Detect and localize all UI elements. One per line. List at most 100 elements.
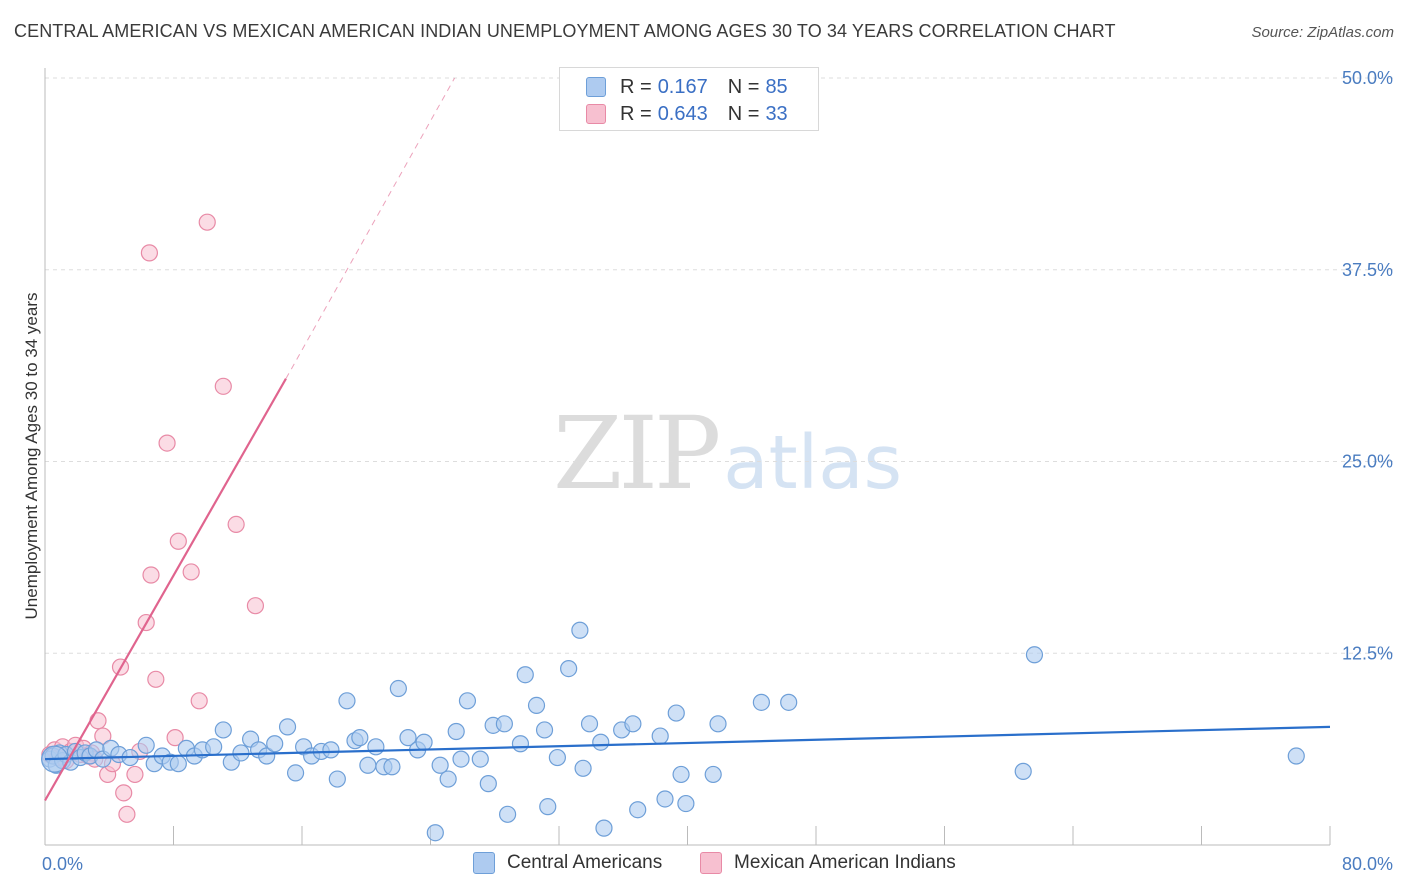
data-point-mexican-american-indians <box>115 784 133 802</box>
chart-title: CENTRAL AMERICAN VS MEXICAN AMERICAN IND… <box>14 21 1116 41</box>
source-label: Source: ZipAtlas.com <box>1251 24 1394 41</box>
bottom-legend-label: Mexican American Indians <box>734 852 956 873</box>
data-point-central-americans <box>351 729 369 747</box>
data-point-mexican-american-indians <box>94 727 112 745</box>
y-tick-label: 12.5% <box>1342 643 1393 663</box>
data-point-central-americans <box>704 765 722 784</box>
bottom-legend-mexican-american-indians: Mexican American Indians <box>700 852 956 874</box>
bottom-legend-swatch-pink <box>700 852 722 874</box>
data-point-mexican-american-indians <box>158 434 176 452</box>
data-point-central-americans <box>527 696 546 715</box>
data-point-mexican-american-indians <box>198 213 216 231</box>
data-point-central-americans <box>1014 762 1032 780</box>
data-point-central-americans <box>399 729 417 747</box>
data-point-central-americans <box>426 824 444 842</box>
legend-r-label: R = <box>620 102 652 125</box>
trend-lines <box>44 77 1331 802</box>
legend-n-label: N = <box>727 102 760 125</box>
legend-n-label: N = <box>727 75 760 98</box>
data-point-central-americans <box>571 621 589 639</box>
data-point-central-americans <box>471 750 489 768</box>
legend-row-mexican-american-indians: R = 0.643 N = 33 <box>586 101 788 127</box>
data-point-mexican-american-indians <box>227 515 245 533</box>
data-point-mexican-american-indians <box>142 566 160 584</box>
bottom-legend-central-americans: Central Americans <box>473 852 662 874</box>
data-point-central-americans <box>539 798 557 816</box>
data-point-mexican-american-indians <box>246 597 265 615</box>
data-point-mexican-american-indians <box>169 532 187 550</box>
data-point-central-americans <box>495 715 513 733</box>
legend-n-value: 85 <box>765 75 788 98</box>
data-point-central-americans <box>258 747 276 765</box>
data-point-central-americans <box>677 794 695 813</box>
data-point-central-americans <box>667 704 685 722</box>
data-point-central-americans <box>286 764 305 782</box>
y-tick-label: 50.0% <box>1342 68 1393 88</box>
data-point-central-americans <box>656 790 674 808</box>
data-point-central-americans <box>499 805 517 823</box>
legend-r-value: 0.167 <box>657 75 708 98</box>
data-point-central-americans <box>389 679 407 698</box>
legend-row-central-americans: R = 0.167 N = 85 <box>586 74 788 100</box>
data-point-mexican-american-indians <box>118 805 136 823</box>
data-point-central-americans <box>169 755 187 773</box>
y-tick-label: 25.0% <box>1342 452 1393 472</box>
data-point-central-americans <box>592 733 610 751</box>
axis-labels: 12.5% 25.0% 37.5% 50.0% 0.0% 80.0% Unemploymen… <box>22 68 1393 874</box>
legend-r-label: R = <box>620 75 652 98</box>
data-point-central-americans <box>322 741 340 759</box>
data-point-central-americans <box>629 801 647 819</box>
trend-line-mexican-american-indians <box>44 378 287 802</box>
bottom-legend-swatch-blue <box>473 852 495 874</box>
data-point-mexican-american-indians <box>166 729 184 747</box>
data-point-mexican-american-indians <box>214 377 232 395</box>
data-point-central-americans <box>214 721 232 739</box>
data-point-central-americans <box>535 721 554 739</box>
data-point-central-americans <box>560 659 578 678</box>
grid-lines <box>45 77 1395 654</box>
data-point-central-americans <box>383 758 401 776</box>
data-point-central-americans <box>624 715 642 733</box>
data-point-central-americans <box>1287 747 1305 765</box>
data-point-central-americans <box>359 756 377 774</box>
data-point-mexican-american-indians <box>89 712 107 730</box>
data-point-central-americans <box>266 735 284 753</box>
trend-line-extension-mexican-american-indians <box>285 77 456 379</box>
data-point-central-americans <box>651 727 669 745</box>
central-americans-points <box>41 621 1305 842</box>
data-point-central-americans <box>338 692 356 710</box>
x-tick-label: 0.0% <box>42 854 83 874</box>
trend-line-central-americans <box>44 725 1331 761</box>
data-point-central-americans <box>780 693 798 711</box>
data-point-mexican-american-indians <box>182 563 200 581</box>
data-point-central-americans <box>548 748 566 767</box>
data-point-central-americans <box>672 765 690 784</box>
x-tick-label: 80.0% <box>1342 854 1393 874</box>
legend-swatch-blue <box>586 77 606 97</box>
data-point-central-americans <box>205 738 223 756</box>
data-point-mexican-american-indians <box>126 765 144 784</box>
data-point-central-americans <box>452 750 470 768</box>
data-point-central-americans <box>278 718 297 736</box>
data-point-central-americans <box>752 693 770 711</box>
data-point-mexican-american-indians <box>190 692 208 710</box>
data-point-central-americans <box>709 715 727 733</box>
legend-swatch-pink <box>586 104 606 124</box>
data-point-central-americans <box>447 722 465 741</box>
data-point-central-americans <box>439 770 457 788</box>
legend-r-value: 0.643 <box>657 102 708 125</box>
data-point-central-americans <box>574 759 592 777</box>
legend-n-value: 33 <box>765 102 788 125</box>
data-point-central-americans <box>367 738 385 756</box>
data-point-central-americans <box>415 733 433 751</box>
data-point-central-americans <box>431 756 449 774</box>
bottom-legend-label: Central Americans <box>507 852 663 873</box>
data-point-central-americans <box>458 692 477 710</box>
y-tick-label: 37.5% <box>1342 260 1393 280</box>
data-point-central-americans <box>479 775 497 793</box>
data-point-central-americans <box>328 770 346 788</box>
data-point-central-americans <box>516 666 534 684</box>
data-point-mexican-american-indians <box>147 670 165 688</box>
axes <box>44 68 1331 846</box>
